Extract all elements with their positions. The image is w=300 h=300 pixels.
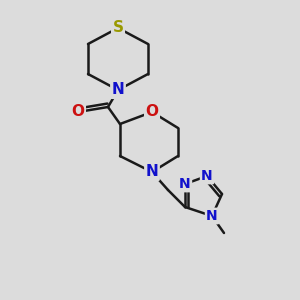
Text: N: N — [206, 209, 218, 223]
Text: O: O — [146, 104, 158, 119]
Text: N: N — [179, 177, 191, 191]
Text: N: N — [112, 82, 124, 98]
Text: O: O — [71, 104, 85, 119]
Text: N: N — [201, 169, 213, 183]
Text: S: S — [112, 20, 124, 35]
Text: N: N — [146, 164, 158, 179]
